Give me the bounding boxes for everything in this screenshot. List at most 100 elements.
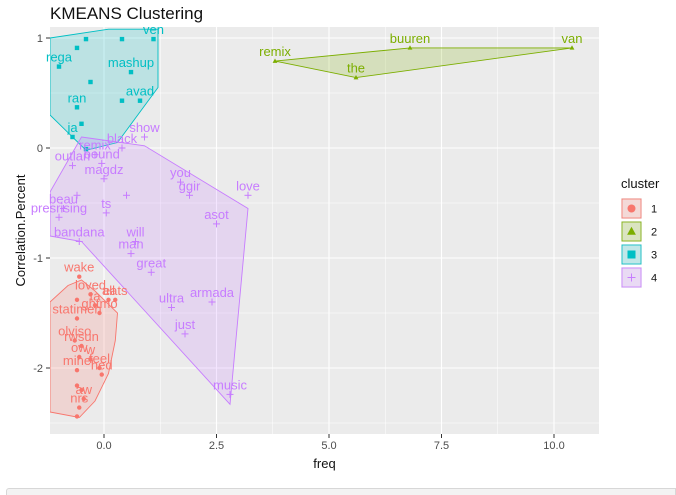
cluster-3-point [83, 36, 89, 42]
point-label: ran [68, 90, 87, 105]
cluster-1-point [88, 357, 93, 362]
legend: cluster 1 2 3 4 [621, 176, 660, 288]
cluster-1-point [113, 297, 118, 302]
point-label: black [107, 131, 138, 146]
y-tick-label: 0 [37, 143, 43, 155]
cluster-2-point [353, 74, 359, 80]
point-label: armada [190, 285, 235, 300]
cluster-4-point [127, 250, 135, 258]
axis-ticks: 0.0 2.5 5.0 7.5 10.0 1 0 -1 -2 [33, 33, 564, 452]
point-label: eats [103, 283, 128, 298]
legend-label: 1 [651, 204, 657, 216]
cluster-2-point [569, 45, 575, 50]
point-label: loved [75, 277, 106, 292]
cluster-4-point [244, 191, 252, 199]
point-label: rega [46, 50, 73, 65]
cluster-2-point [272, 58, 278, 63]
point-label: the [347, 61, 365, 76]
point-label: ven [143, 22, 164, 37]
point-label: statimen [52, 302, 101, 317]
cluster-4-point [102, 209, 110, 217]
chart-title: KMEANS Clustering [50, 4, 203, 23]
cluster-3-point [83, 146, 89, 152]
y-axis-title: Correlation.Percent [13, 174, 28, 286]
x-axis-title: freq [313, 456, 335, 471]
point-label: aw [75, 382, 92, 397]
cluster-1-point [79, 387, 84, 393]
cluster-1-point [99, 372, 104, 377]
point-label: olviso [58, 324, 91, 339]
cluster-4-point [168, 304, 175, 311]
cluster-3-point [74, 105, 80, 110]
point-label: feel [89, 351, 110, 366]
cluster-1-point [74, 316, 80, 321]
point-label: wake [63, 260, 94, 275]
point-label: asot [204, 207, 229, 222]
cluster-3-point [88, 79, 93, 85]
y-tick-label: -2 [33, 363, 43, 375]
point-label: hed [91, 358, 113, 373]
cluster-1-point [97, 310, 102, 316]
cluster-4-point [141, 133, 148, 141]
point-label: ghtmo [81, 296, 117, 311]
cluster-3-point [119, 36, 125, 42]
legend-title: cluster [621, 176, 660, 191]
point-label: van [562, 31, 583, 46]
cluster-1-point [77, 274, 82, 279]
cluster-4-point [186, 191, 193, 199]
point-label: avad [126, 84, 154, 99]
cluster-hulls [50, 28, 573, 418]
cluster-1-point [72, 338, 77, 343]
x-tick-label: 7.5 [434, 440, 449, 452]
point-label: music [213, 377, 247, 392]
cluster-1-point [74, 414, 80, 419]
cluster-3-point [137, 98, 143, 103]
point-label: ggir [179, 178, 201, 193]
point-label: show [129, 120, 160, 135]
cluster-4-point [213, 220, 220, 228]
cluster-4-point [100, 175, 108, 183]
cluster-3-point [151, 36, 156, 42]
cluster-4-point [123, 191, 130, 199]
point-label: buuren [390, 31, 430, 46]
point-label: you [170, 165, 191, 180]
legend-label: 3 [651, 250, 657, 262]
cluster-4-point [226, 390, 234, 398]
cluster-3-point [56, 64, 62, 69]
bottom-panel-edge [6, 488, 676, 495]
legend-key-3-marker [627, 250, 636, 259]
cluster-1-point [81, 396, 86, 401]
cluster-3-point [79, 121, 84, 126]
point-label: all [102, 283, 115, 298]
y-tick-label: -1 [33, 253, 43, 265]
point-label: presrising [31, 200, 87, 215]
point-label: beau [49, 192, 78, 207]
point-label: w [85, 342, 96, 357]
cluster-1-point [74, 297, 80, 302]
cluster-1-point [79, 343, 84, 349]
cluster-1-point [77, 354, 82, 360]
cluster-4-point [69, 162, 76, 170]
point-label: rwsun [64, 329, 99, 344]
legend-label: 2 [651, 227, 657, 239]
plot-panel [50, 27, 599, 434]
cluster-1-point [77, 405, 82, 410]
legend-key-4-marker [627, 273, 636, 282]
cluster-3-hull [50, 28, 159, 151]
point-label: just [174, 317, 196, 332]
cluster-4-point [60, 205, 67, 212]
cluster-3-point [128, 69, 134, 75]
cluster-4-hull [50, 136, 249, 406]
legend-label: 4 [651, 273, 657, 285]
cluster-3-point [119, 98, 125, 103]
cluster-3-point [70, 134, 75, 140]
x-tick-label: 2.5 [209, 440, 224, 452]
point-label: mine [63, 353, 91, 368]
cluster-4-point [91, 151, 99, 159]
cluster-1-point [106, 297, 111, 302]
point-label: ta [90, 288, 102, 303]
legend-key-2-marker [627, 226, 636, 235]
cluster-1-point [92, 303, 98, 308]
